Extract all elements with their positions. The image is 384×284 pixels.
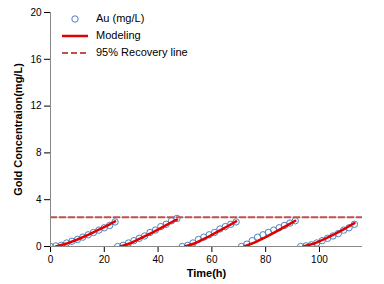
svg-text:4: 4 — [36, 194, 42, 205]
svg-text:Gold Concentraion(mg/L): Gold Concentraion(mg/L) — [12, 63, 24, 196]
html-text:Modeling: Modeling — [96, 29, 141, 41]
svg-text:40: 40 — [153, 254, 165, 265]
svg-text:80: 80 — [260, 254, 272, 265]
svg-text:0: 0 — [36, 241, 42, 252]
html-text:95% Recovery line: 95% Recovery line — [96, 46, 188, 58]
svg-text:0: 0 — [48, 254, 54, 265]
svg-text:60: 60 — [206, 254, 218, 265]
svg-text:8: 8 — [36, 147, 42, 158]
svg-text:12: 12 — [30, 100, 42, 111]
svg-text:100: 100 — [311, 254, 328, 265]
html-text:Au (mg/L): Au (mg/L) — [96, 12, 145, 24]
svg-text:16: 16 — [30, 54, 42, 65]
svg-text:20: 20 — [30, 7, 42, 18]
svg-text:Time(h): Time(h) — [187, 267, 227, 279]
svg-text:20: 20 — [99, 254, 111, 265]
